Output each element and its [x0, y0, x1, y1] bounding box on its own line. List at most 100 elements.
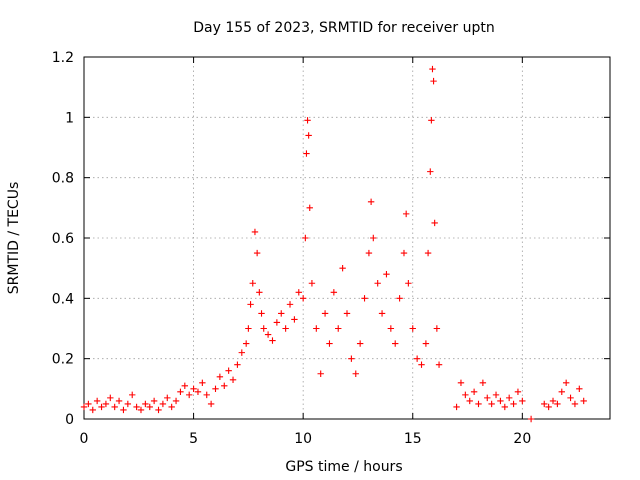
data-point	[492, 391, 500, 399]
data-point	[413, 355, 421, 362]
data-point	[326, 340, 333, 347]
data-point	[545, 403, 552, 411]
data-point	[172, 397, 180, 405]
data-point	[378, 310, 386, 317]
data-point	[339, 264, 346, 272]
data-point	[400, 249, 408, 257]
data-point	[124, 400, 132, 408]
data-point	[225, 367, 232, 374]
data-point	[428, 117, 435, 124]
x-tick-label: 15	[404, 431, 422, 447]
x-tick-label: 10	[294, 431, 312, 447]
x-tick-label: 0	[80, 431, 89, 447]
data-point	[89, 406, 96, 414]
data-point	[501, 403, 508, 411]
data-point	[159, 400, 167, 408]
data-point	[466, 397, 473, 405]
data-point	[216, 373, 224, 380]
data-point	[321, 310, 329, 317]
data-point	[418, 361, 425, 368]
data-point	[258, 310, 265, 317]
data-point	[137, 406, 145, 414]
chart-title: Day 155 of 2023, SRMTID for receiver upt…	[193, 20, 495, 36]
data-point	[554, 400, 561, 408]
data-point	[234, 361, 241, 368]
y-tick-label: 0.6	[52, 231, 74, 247]
data-point	[80, 403, 88, 411]
data-point	[251, 228, 259, 236]
data-point	[85, 400, 92, 408]
x-tick-label: 20	[513, 431, 531, 447]
data-point	[120, 406, 127, 414]
data-point	[155, 406, 162, 414]
data-point	[462, 391, 469, 399]
y-tick-label: 1.2	[52, 50, 74, 66]
data-point	[405, 280, 412, 287]
data-point	[249, 280, 256, 287]
data-point	[409, 325, 416, 332]
y-tick-label: 1	[65, 110, 74, 126]
data-point	[111, 403, 118, 411]
data-point	[361, 295, 368, 302]
data-point	[221, 382, 228, 390]
data-point	[479, 379, 487, 386]
data-point	[207, 400, 215, 408]
data-point	[427, 168, 434, 175]
data-point	[396, 295, 403, 302]
data-point	[367, 198, 375, 205]
data-point	[133, 403, 140, 411]
data-point	[549, 397, 557, 405]
data-point	[203, 391, 210, 399]
data-point	[562, 379, 570, 386]
data-point	[343, 310, 351, 317]
data-point	[431, 219, 438, 227]
data-point	[430, 77, 437, 85]
data-point	[164, 394, 171, 402]
data-point	[457, 379, 465, 386]
data-point	[256, 289, 263, 296]
data-points	[80, 65, 587, 423]
data-point	[194, 388, 202, 396]
data-point	[514, 388, 522, 396]
axis-ticks: 0 0.2 0.4 0.6 0.8 1 1.2 0 5 10 15 20	[52, 50, 610, 447]
data-point	[264, 331, 272, 338]
data-point	[470, 388, 478, 396]
data-point	[304, 117, 311, 124]
data-point	[475, 400, 482, 408]
data-point	[150, 397, 158, 405]
data-point	[247, 301, 254, 308]
data-point	[282, 325, 289, 332]
data-point	[212, 385, 219, 393]
data-point	[278, 310, 285, 317]
data-point	[429, 65, 436, 73]
data-point	[580, 397, 587, 405]
data-point	[305, 132, 312, 139]
data-point	[558, 388, 565, 396]
y-tick-label: 0.4	[52, 291, 74, 307]
data-point	[146, 403, 153, 411]
data-point	[245, 325, 252, 332]
data-point	[102, 400, 110, 408]
data-point	[190, 385, 197, 393]
data-point	[302, 234, 309, 242]
data-point	[576, 385, 583, 393]
data-point	[402, 210, 410, 218]
data-point	[370, 234, 377, 242]
data-point	[98, 403, 105, 411]
data-point	[115, 397, 123, 405]
data-point	[317, 370, 324, 377]
y-tick-label: 0.8	[52, 171, 74, 187]
data-point	[335, 325, 342, 332]
data-point	[295, 289, 302, 296]
data-point	[505, 394, 513, 402]
data-point	[142, 400, 149, 408]
data-point	[242, 340, 250, 347]
data-point	[352, 370, 359, 377]
data-point	[330, 289, 338, 296]
y-tick-label: 0.2	[52, 352, 74, 368]
data-point	[571, 400, 579, 408]
data-point	[286, 301, 294, 308]
data-point	[238, 349, 245, 356]
x-axis-label: GPS time / hours	[285, 459, 402, 475]
data-point	[484, 394, 491, 402]
